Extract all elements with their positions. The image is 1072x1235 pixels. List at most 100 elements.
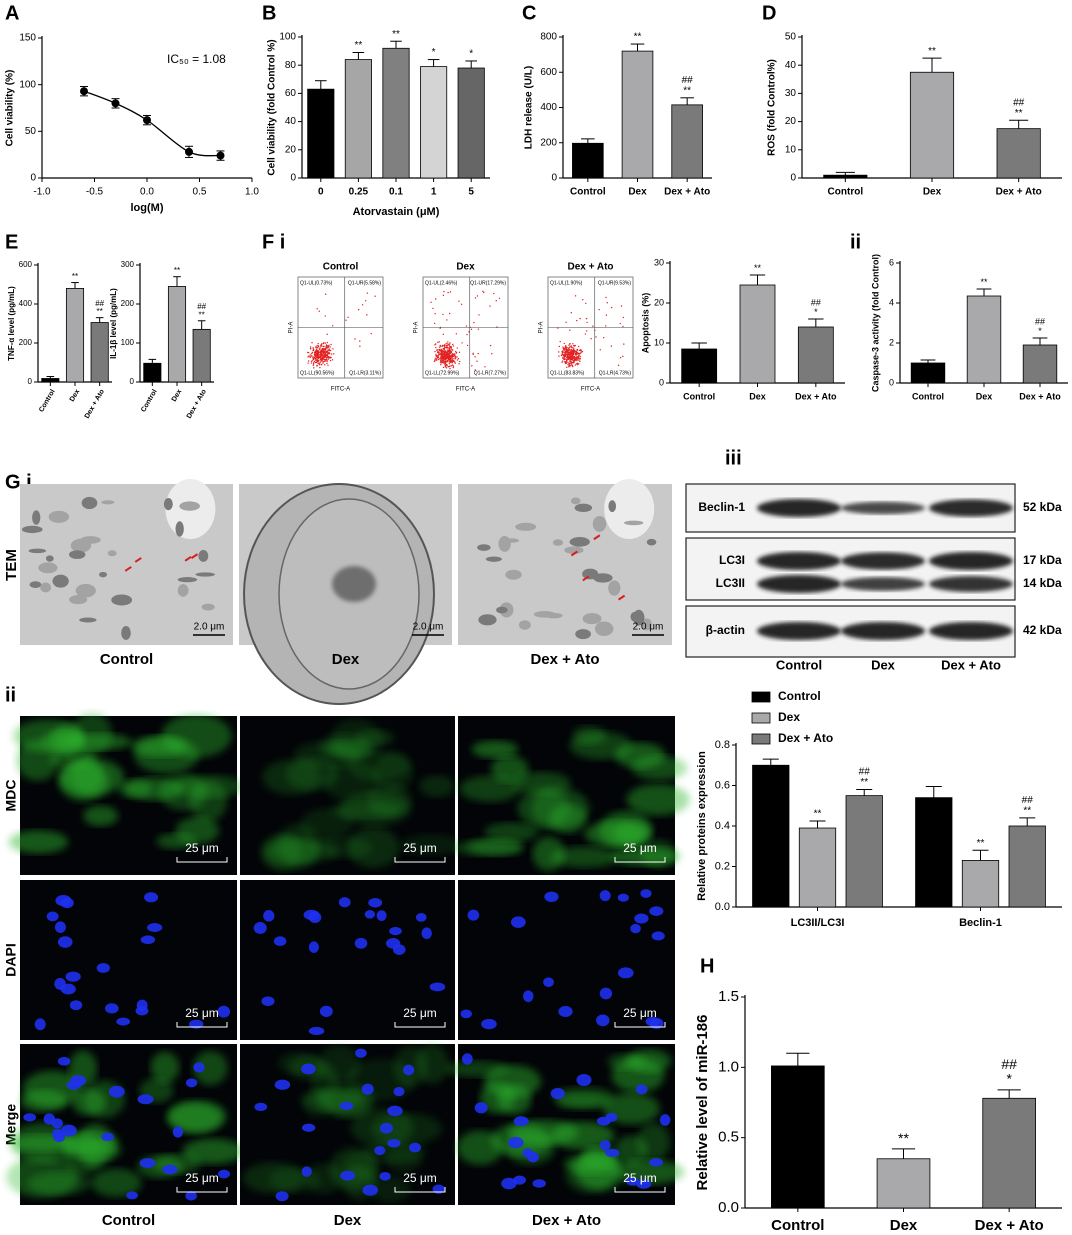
tem-organelle [624, 520, 644, 526]
event-dot [309, 348, 312, 350]
quadrant-label: Q1-LR(7.27%) [474, 370, 507, 376]
event-dot [456, 347, 458, 349]
bar [797, 326, 834, 384]
event-dot [565, 355, 567, 357]
event-dot [443, 352, 445, 355]
event-dot [568, 362, 571, 365]
cytoplasm-stain [400, 834, 463, 856]
event-dot [573, 352, 575, 354]
nucleus-stain [185, 1078, 198, 1088]
event-dot [449, 361, 452, 364]
tem-organelle [564, 546, 584, 554]
x-tick-label: Dex + Ato [975, 1217, 1044, 1234]
event-dot [308, 355, 310, 357]
event-dot [448, 312, 451, 315]
panel-label: B [262, 2, 276, 24]
event-dot [444, 345, 446, 347]
nucleus-stain [108, 1085, 125, 1098]
event-dot [579, 357, 581, 360]
y-tick-label: 10 [785, 144, 797, 155]
event-dot [575, 356, 577, 358]
event-dot [570, 358, 573, 360]
event-dot [446, 351, 448, 353]
event-dot [472, 353, 474, 356]
nucleus-stain [308, 941, 319, 953]
event-dot [324, 342, 327, 344]
panel-label: A [5, 2, 19, 24]
quadrant-label: Q1-UR(9.53%) [598, 280, 631, 286]
nucleus-stain [389, 926, 402, 936]
tem-organelle [111, 594, 133, 606]
event-dot [430, 301, 432, 304]
blot-band [757, 575, 841, 593]
column-label: Dex [332, 651, 360, 668]
event-dot [313, 367, 315, 369]
y-tick-label: 300 [121, 260, 135, 269]
event-dot [345, 319, 347, 321]
bar [823, 174, 868, 179]
event-dot [493, 292, 495, 295]
event-dot [460, 303, 463, 305]
plot-title: Dex [456, 262, 475, 273]
significance-mark: * [1038, 326, 1042, 336]
event-dot [561, 352, 564, 354]
event-dot [313, 360, 316, 363]
event-dot [314, 352, 316, 355]
blot-column-label: Control [776, 657, 822, 672]
event-dot [452, 343, 454, 346]
event-dot [559, 340, 561, 343]
event-dot [445, 363, 447, 366]
nucleus-stain [630, 923, 641, 934]
tem-organelle [99, 571, 108, 578]
bar [961, 860, 1000, 908]
event-dot [439, 353, 442, 356]
nucleus-stain [393, 1086, 405, 1097]
nucleus-stain [263, 910, 275, 922]
tem-organelle [69, 595, 88, 605]
event-dot [571, 352, 573, 355]
event-dot [622, 325, 624, 328]
blot-label: Beclin-1 [698, 500, 745, 514]
y-tick-label: 6 [889, 257, 894, 267]
event-dot [332, 325, 334, 327]
event-dot [570, 355, 573, 358]
event-dot [309, 354, 311, 356]
event-dot [316, 357, 319, 359]
panel-label: H [700, 955, 714, 977]
significance-mark: * [1006, 1071, 1012, 1087]
event-dot [449, 365, 451, 367]
event-dot [449, 346, 451, 349]
point [143, 116, 151, 125]
nucleus-stain [605, 1148, 620, 1158]
event-dot [319, 366, 321, 369]
y-tick-label: 800 [540, 32, 557, 43]
event-dot [568, 349, 570, 351]
nucleus-stain [513, 1175, 526, 1185]
event-dot [455, 350, 457, 353]
event-dot [474, 369, 476, 371]
nucleus-stain [635, 1084, 648, 1095]
x-tick-label: Dex [749, 391, 766, 401]
event-dot [437, 358, 440, 361]
y-tick-label: 10 [654, 337, 664, 347]
event-dot [453, 358, 455, 360]
scale-label: 25 μm [403, 1006, 437, 1020]
significance-mark: ## [682, 75, 694, 86]
event-dot [332, 348, 334, 350]
tem-organelle [175, 521, 184, 537]
tem-organelle [177, 577, 198, 583]
nucleus-stain [532, 1179, 546, 1188]
tem-organelle [45, 555, 54, 562]
scale-label: 25 μm [185, 1006, 219, 1020]
event-dot [317, 355, 319, 357]
event-dot [569, 351, 571, 353]
nucleus-stain [137, 1094, 154, 1105]
event-dot [561, 351, 563, 353]
nucleus-stain [43, 1113, 56, 1125]
event-dot [444, 343, 446, 346]
nucleus-stain [640, 889, 652, 898]
event-dot [606, 302, 608, 304]
event-dot [318, 353, 320, 356]
event-dot [456, 359, 459, 361]
event-dot [598, 308, 600, 311]
